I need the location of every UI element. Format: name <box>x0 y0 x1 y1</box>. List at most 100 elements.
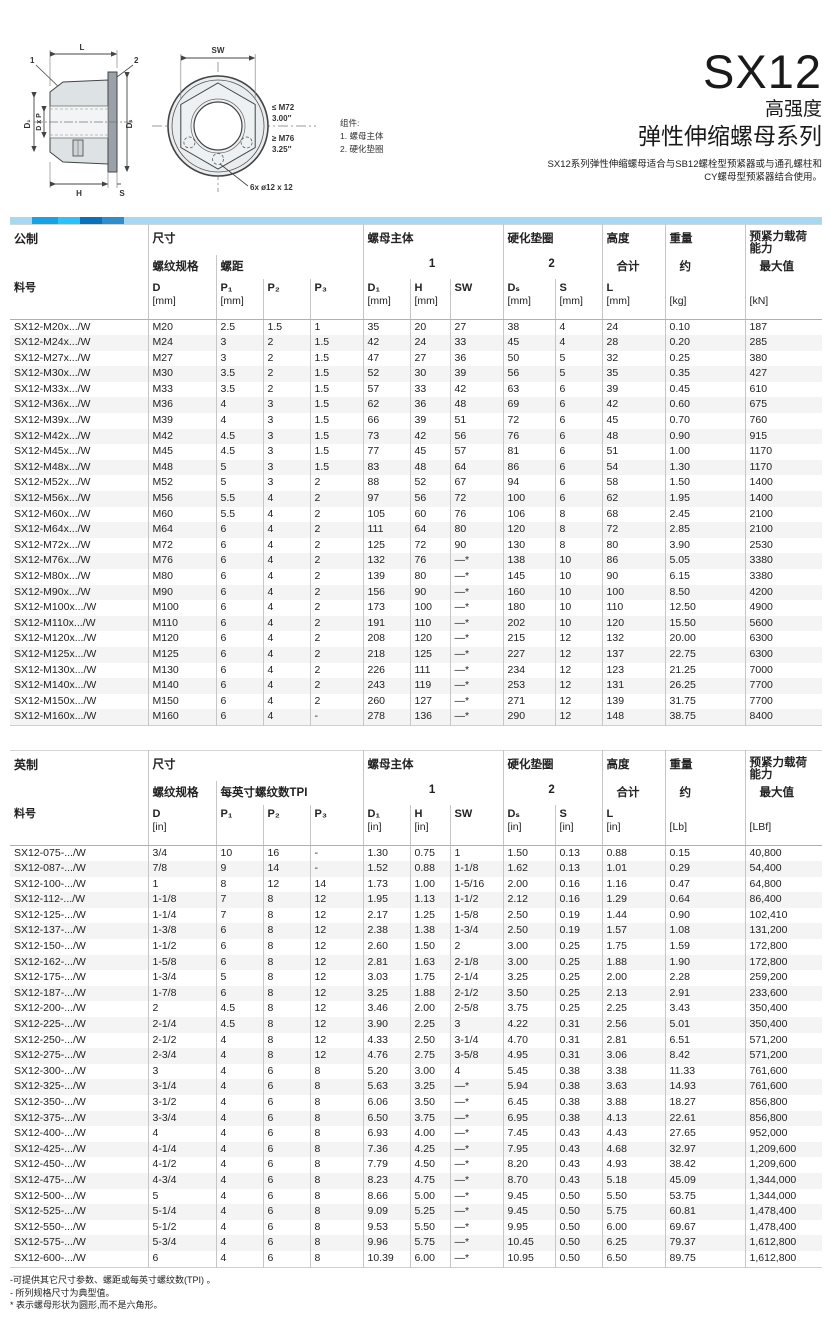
column-header: 料号 <box>10 279 148 320</box>
value-cell: 42 <box>449 381 504 398</box>
value-cell: M76 <box>147 553 216 569</box>
value-cell: M64 <box>147 522 216 538</box>
part-number-cell: SX12-600-.../W <box>14 1251 86 1264</box>
footnote: - 所列规格尺寸为典型值。 <box>10 1287 115 1298</box>
part-number-cell: SX12-M125x.../W <box>14 647 97 660</box>
components-note-item1: 1. 螺母主体 <box>340 131 384 141</box>
value-cell: 4 <box>262 537 310 554</box>
value-cell: 8 <box>262 954 310 971</box>
accent-bar <box>10 217 822 224</box>
value-cell: 4-1/2 <box>147 1157 216 1173</box>
value-cell: 6.95 <box>502 1110 556 1127</box>
value-cell: 4 <box>215 1032 263 1049</box>
value-cell: —* <box>449 569 504 585</box>
value-cell: —* <box>449 1157 504 1173</box>
value-cell: 4.70 <box>502 1032 556 1049</box>
value-cell: 0.47 <box>664 876 746 893</box>
value-cell: 4.22 <box>502 1017 556 1033</box>
value-cell: 2 <box>309 600 363 616</box>
value-cell: 3.00 <box>502 954 556 971</box>
value-cell: M72 <box>147 537 216 554</box>
value-cell: 4.13 <box>601 1110 666 1127</box>
value-cell: 4 <box>262 662 310 679</box>
value-cell: 0.43 <box>554 1126 603 1142</box>
value-cell: 2.00 <box>409 1001 450 1018</box>
value-cell: 1 <box>309 319 363 336</box>
part-number-cell: SX12-500-.../W <box>14 1189 86 1202</box>
value-cell: 4.25 <box>409 1141 450 1158</box>
part-number-cell: SX12-550-.../W <box>14 1220 86 1233</box>
value-cell: 0.16 <box>554 876 603 893</box>
dim-label-l: L <box>80 43 85 52</box>
value-cell: 4.43 <box>601 1126 666 1142</box>
value-cell: 36 <box>449 350 504 367</box>
value-cell: —* <box>449 631 504 647</box>
value-cell: 3.43 <box>664 1001 746 1018</box>
value-cell: 5 <box>215 459 263 476</box>
value-cell: 27.65 <box>664 1126 746 1142</box>
value-cell: 7700 <box>744 693 823 710</box>
value-cell: 1 <box>449 845 504 862</box>
header-cell: 英制 <box>14 758 39 772</box>
value-cell: 12 <box>309 907 363 924</box>
value-cell: M100 <box>147 600 216 616</box>
dim-label-s: S <box>119 189 125 198</box>
value-cell: 6 <box>554 428 603 445</box>
part-number-cell: SX12-575-.../W <box>14 1236 86 1249</box>
subtitle-series: 弹性伸缩螺母系列 <box>638 123 822 149</box>
part-number-cell: SX12-300-.../W <box>14 1064 86 1077</box>
column-header: P₃ <box>309 279 363 320</box>
value-cell: 0.35 <box>664 366 746 382</box>
column-header: Dₛ [in] <box>502 805 556 846</box>
value-cell: M130 <box>147 662 216 679</box>
part-number-cell: SX12-187-.../W <box>14 986 86 999</box>
header-cell: 高度 <box>601 750 666 781</box>
value-cell: 1.5 <box>262 319 310 336</box>
bar-segment <box>124 217 822 224</box>
part-number-cell: SX12-M76x.../W <box>14 554 91 567</box>
value-cell: 6300 <box>744 631 823 647</box>
value-cell: —* <box>449 1141 504 1158</box>
value-cell: 3/4 <box>147 845 216 862</box>
value-cell: 1.50 <box>664 475 746 492</box>
series-title: SX12 <box>703 45 822 98</box>
value-cell: 571,200 <box>744 1032 823 1049</box>
value-cell: 111 <box>362 522 410 538</box>
value-cell: 7.36 <box>362 1141 410 1158</box>
value-cell: 243 <box>362 678 410 694</box>
value-cell: 4.50 <box>409 1157 450 1173</box>
part-number-cell: SX12-525-.../W <box>14 1205 86 1218</box>
value-cell: 73 <box>362 428 410 445</box>
value-cell: 7 <box>215 907 263 924</box>
value-cell: 32 <box>601 350 666 367</box>
table-row: SX12-M150x.../W M150 6 4 2 260 127 —* 271 12 139 31… <box>10 693 823 710</box>
value-cell: 4-1/4 <box>147 1141 216 1158</box>
table-row: SX12-M76x.../W M76 6 4 2 132 76 —* 138 10 86 5.05 33… <box>10 553 823 569</box>
value-cell: 1.88 <box>409 985 450 1002</box>
value-cell: 2.50 <box>409 1032 450 1049</box>
dim-label-sw: SW <box>212 46 225 55</box>
value-cell: 1.52 <box>362 861 410 877</box>
value-cell: 4 <box>262 693 310 710</box>
value-cell: 1.08 <box>664 923 746 940</box>
value-cell: 6.00 <box>601 1219 666 1236</box>
value-cell: 83 <box>362 459 410 476</box>
value-cell: 1,612,800 <box>744 1235 823 1251</box>
value-cell: 130 <box>502 537 556 554</box>
value-cell: 10 <box>554 600 603 616</box>
value-cell: 3-1/2 <box>147 1095 216 1111</box>
value-cell: 1.00 <box>664 444 746 460</box>
value-cell: 4 <box>215 1188 263 1205</box>
value-cell: 137 <box>601 646 666 663</box>
value-cell: M30 <box>147 366 216 382</box>
value-cell: —* <box>449 709 504 726</box>
value-cell: 32.97 <box>664 1141 746 1158</box>
header-cell: 螺距 <box>215 255 363 279</box>
value-cell: 226 <box>362 662 410 679</box>
dim-label-ds: Dₛ <box>125 120 134 129</box>
value-cell: 2-1/8 <box>449 954 504 971</box>
value-cell: 4.5 <box>215 444 263 460</box>
value-cell: 1-1/2 <box>449 892 504 908</box>
value-cell: 3.90 <box>362 1017 410 1033</box>
value-cell: 3.5 <box>215 366 263 382</box>
